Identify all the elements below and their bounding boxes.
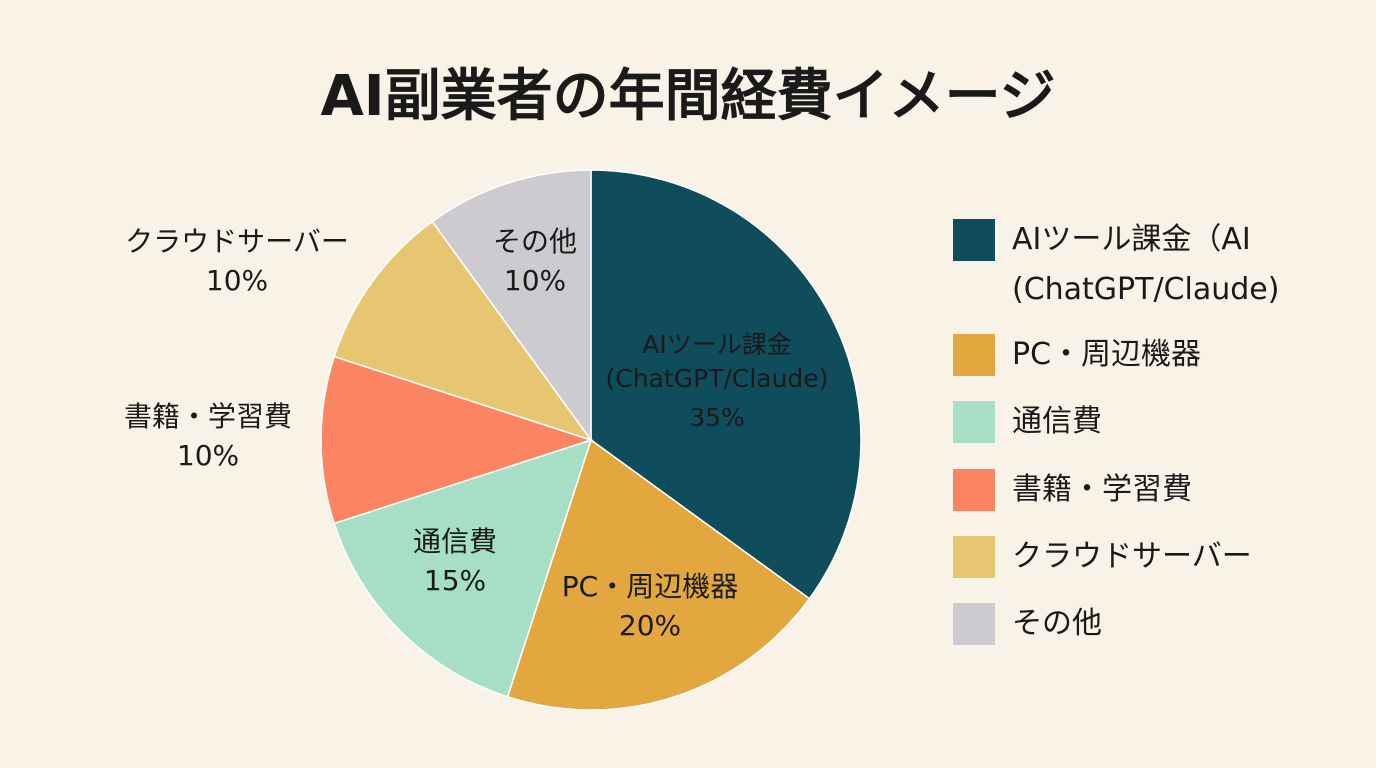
chart-title: AI副業者の年間経費イメージ [320, 64, 1055, 129]
legend-label: PC・周辺機器 [1012, 337, 1201, 372]
pie-slice [333, 438, 593, 698]
legend-label: クラウドサーバー [1012, 539, 1252, 574]
slice-label: AIツール課金(ChatGPT/Claude) [606, 330, 829, 393]
pie-slice [506, 438, 811, 711]
slice-label: PC・周辺機器 [562, 570, 738, 603]
legend-label: 通信費 [1012, 404, 1102, 439]
legend-swatch [953, 469, 995, 511]
pie-slice [431, 169, 592, 443]
legend-swatch [953, 219, 995, 261]
slice-label: その他 [493, 225, 577, 258]
legend-label: 書籍・学習費 [1012, 472, 1192, 507]
pie-slice [320, 355, 594, 525]
legend-swatch [953, 401, 995, 443]
legend-swatch [953, 603, 995, 645]
pie-slice [590, 169, 862, 600]
slice-value-label: 10% [177, 439, 239, 472]
slice-value-label: 35% [689, 403, 745, 432]
slice-value-label: 10% [504, 264, 566, 297]
legend-swatch [953, 334, 995, 376]
legend-swatch [953, 536, 995, 578]
slice-label: クラウドサーバー [125, 225, 349, 258]
slice-value-label: 15% [424, 564, 486, 597]
legend-label: AIツール課金（AI (ChatGPT/Claude) [1012, 222, 1279, 307]
legend-label: その他 [1012, 606, 1102, 641]
slice-value-label: 10% [206, 264, 268, 297]
pie-slice [333, 220, 593, 442]
slice-label: 書籍・学習費 [124, 400, 292, 433]
slice-value-label: 20% [619, 609, 681, 642]
slice-label: 通信費 [413, 525, 497, 558]
